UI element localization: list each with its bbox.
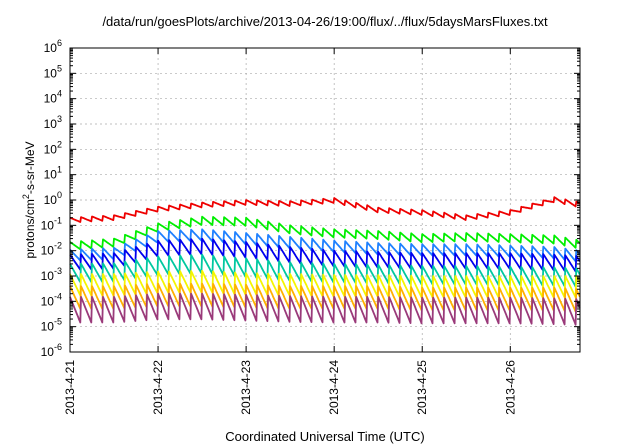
y-tick-base: 10 bbox=[41, 345, 55, 359]
x-axis-ticks: 2013-4-21 2013-4-22 2013-4-23 2013-4-24 2013… bbox=[63, 48, 517, 415]
y-tick-base: 10 bbox=[44, 193, 58, 207]
x-tick-label: 2013-4-23 bbox=[239, 360, 253, 415]
y-tick-exp: 5 bbox=[57, 63, 62, 73]
x-tick-label: 2013-4-22 bbox=[151, 360, 165, 415]
series-line-2 bbox=[69, 215, 581, 251]
y-tick-base: 10 bbox=[41, 294, 55, 308]
y-tick-label: 10-4 bbox=[41, 291, 62, 308]
y-tick-label: 101 bbox=[44, 165, 62, 182]
y-tick-label: 10-3 bbox=[41, 266, 62, 283]
y-axis-label-sup: 2 bbox=[21, 194, 31, 199]
y-tick-exp: 0 bbox=[57, 190, 62, 200]
y-tick-exp: 3 bbox=[57, 114, 62, 124]
y-tick-label: 10-5 bbox=[41, 317, 62, 334]
series-line-4 bbox=[69, 237, 581, 273]
series-line-6 bbox=[69, 269, 581, 299]
y-tick-exp: -6 bbox=[54, 342, 62, 352]
y-tick-label: 106 bbox=[44, 38, 62, 55]
y-tick-base: 10 bbox=[44, 92, 58, 106]
y-tick-exp: -5 bbox=[54, 317, 62, 327]
series-line-8 bbox=[69, 292, 581, 326]
x-tick-label: 2013-4-24 bbox=[327, 360, 341, 415]
y-tick-base: 10 bbox=[44, 168, 58, 182]
y-tick-exp: 1 bbox=[57, 165, 62, 175]
y-tick-base: 10 bbox=[41, 269, 55, 283]
y-tick-base: 10 bbox=[41, 244, 55, 258]
y-tick-exp: -1 bbox=[54, 215, 62, 225]
series-group bbox=[69, 196, 581, 326]
y-tick-exp: -2 bbox=[54, 241, 62, 251]
chart-title: /data/run/goesPlots/archive/2013-04-26/1… bbox=[102, 14, 548, 29]
x-tick-label: 2013-4-25 bbox=[415, 360, 429, 415]
series-line-5 bbox=[69, 253, 581, 288]
x-tick-label: 2013-4-26 bbox=[503, 360, 517, 415]
y-tick-label: 104 bbox=[44, 89, 62, 106]
y-tick-label: 102 bbox=[44, 139, 62, 156]
y-tick-label: 10-1 bbox=[41, 215, 62, 232]
y-axis-label-base: protons/cm bbox=[23, 199, 37, 258]
y-tick-label: 105 bbox=[44, 63, 62, 80]
y-tick-base: 10 bbox=[44, 41, 58, 55]
series-line-3 bbox=[69, 228, 581, 263]
y-tick-exp: 6 bbox=[57, 38, 62, 48]
y-tick-base: 10 bbox=[44, 142, 58, 156]
y-tick-label: 103 bbox=[44, 114, 62, 131]
y-axis-label-rest: -s-sr-MeV bbox=[23, 141, 37, 194]
y-axis-ticks: 10-610-510-410-310-210-11001011021031041… bbox=[41, 38, 580, 359]
y-tick-base: 10 bbox=[44, 66, 58, 80]
y-tick-base: 10 bbox=[41, 320, 55, 334]
y-tick-base: 10 bbox=[44, 117, 58, 131]
y-axis-label: protons/cm2-s-sr-MeV bbox=[21, 141, 37, 258]
y-tick-exp: -4 bbox=[54, 291, 62, 301]
y-tick-label: 10-2 bbox=[41, 241, 62, 258]
x-tick-label: 2013-4-21 bbox=[63, 360, 77, 415]
y-tick-label: 100 bbox=[44, 190, 62, 207]
y-tick-base: 10 bbox=[41, 218, 55, 232]
series-line-7 bbox=[69, 282, 581, 313]
series-line-1 bbox=[69, 196, 581, 223]
y-tick-exp: 2 bbox=[57, 139, 62, 149]
x-axis-label: Coordinated Universal Time (UTC) bbox=[225, 429, 425, 444]
y-tick-exp: -3 bbox=[54, 266, 62, 276]
y-tick-exp: 4 bbox=[57, 89, 62, 99]
y-tick-label: 10-6 bbox=[41, 342, 62, 359]
